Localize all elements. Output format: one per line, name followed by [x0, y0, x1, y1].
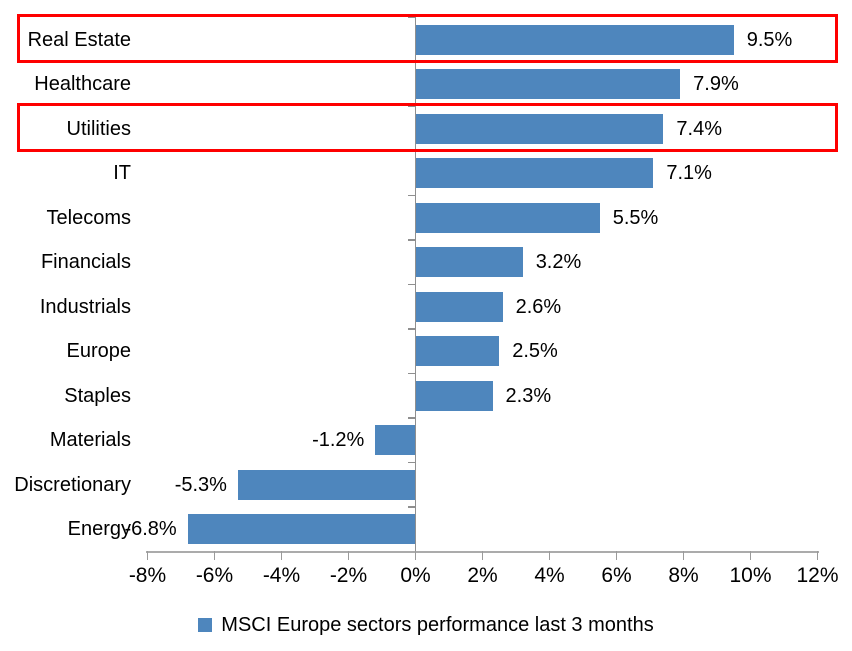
- value-label: -6.8%: [124, 518, 177, 540]
- highlight-box-real-estate: [17, 14, 838, 63]
- x-axis-tick: [749, 551, 752, 560]
- x-axis-tick: [280, 551, 283, 560]
- bar-energy: [187, 514, 416, 545]
- category-label: Materials: [49, 429, 131, 451]
- y-axis-tick: [407, 328, 416, 330]
- x-axis-tick-label: 10%: [729, 564, 772, 587]
- bar-discretionary: [237, 469, 416, 500]
- x-axis-tick: [682, 551, 685, 560]
- bar-financials: [415, 247, 523, 278]
- y-axis-tick: [407, 506, 416, 508]
- x-axis-tick-label: 6%: [601, 564, 632, 587]
- y-axis-tick: [407, 417, 416, 419]
- value-label: 5.5%: [612, 206, 659, 229]
- y-axis-tick: [407, 372, 416, 375]
- value-label: -1.2%: [312, 429, 365, 451]
- value-label: 2.6%: [515, 295, 562, 318]
- value-label: 7.9%: [693, 73, 739, 95]
- highlight-box-utilities: [17, 103, 838, 152]
- x-axis-tick: [213, 551, 216, 560]
- legend: MSCI Europe sectors performance last 3 m…: [0, 610, 852, 640]
- x-axis-tick-label: 12%: [796, 564, 839, 587]
- category-label: Energy: [67, 518, 131, 540]
- y-axis-tick: [407, 461, 416, 464]
- category-label: Real Estate: [27, 28, 131, 51]
- x-axis-tick-label: 2%: [467, 564, 498, 587]
- y-axis-tick: [407, 194, 416, 197]
- bar-telecoms: [415, 202, 600, 233]
- bar-europe: [415, 336, 500, 367]
- x-axis-tick: [816, 551, 819, 560]
- y-axis-tick: [407, 239, 416, 241]
- legend-marker-icon: [198, 618, 213, 632]
- category-label: IT: [113, 162, 131, 184]
- value-label: -5.3%: [174, 473, 227, 496]
- category-label: Utilities: [66, 117, 131, 140]
- value-label: 3.2%: [535, 251, 582, 273]
- y-axis-tick: [407, 105, 416, 108]
- x-axis-tick: [548, 551, 551, 560]
- x-axis-tick: [615, 551, 618, 560]
- x-axis-tick-label: -2%: [329, 564, 368, 587]
- category-label: Staples: [64, 384, 131, 407]
- x-axis-tick-label: -4%: [262, 564, 301, 587]
- bar-it: [415, 158, 654, 189]
- bar-utilities: [415, 113, 664, 144]
- x-axis-tick-label: -8%: [128, 564, 167, 587]
- category-label: Financials: [40, 251, 131, 273]
- bar-real-estate: [415, 24, 734, 55]
- x-axis-tick: [146, 551, 149, 560]
- value-label: 2.3%: [505, 384, 552, 407]
- x-axis-tick: [347, 551, 350, 560]
- value-label: 9.5%: [746, 28, 793, 51]
- category-label: Industrials: [39, 295, 131, 318]
- category-label: Healthcare: [34, 73, 131, 95]
- legend-label: MSCI Europe sectors performance last 3 m…: [221, 613, 654, 636]
- category-label: Discretionary: [14, 473, 131, 496]
- category-label: Telecoms: [46, 206, 131, 229]
- bar-industrials: [415, 291, 503, 322]
- bar-healthcare: [415, 69, 681, 100]
- y-axis-tick: [407, 16, 416, 19]
- bar-materials: [375, 425, 416, 456]
- value-label: 7.4%: [676, 117, 722, 140]
- x-axis-tick: [481, 551, 484, 560]
- y-axis-tick: [407, 283, 416, 286]
- x-axis-tick-label: 4%: [534, 564, 565, 587]
- category-label: Europe: [66, 340, 132, 362]
- x-axis-tick-label: 0%: [400, 564, 431, 587]
- value-label: 2.5%: [512, 340, 558, 362]
- x-axis-tick-label: 8%: [668, 564, 699, 587]
- x-axis-tick: [414, 551, 417, 560]
- y-axis-line: [414, 17, 417, 552]
- x-axis-tick-label: -6%: [195, 564, 234, 587]
- value-label: 7.1%: [666, 162, 712, 184]
- bar-staples: [415, 380, 493, 411]
